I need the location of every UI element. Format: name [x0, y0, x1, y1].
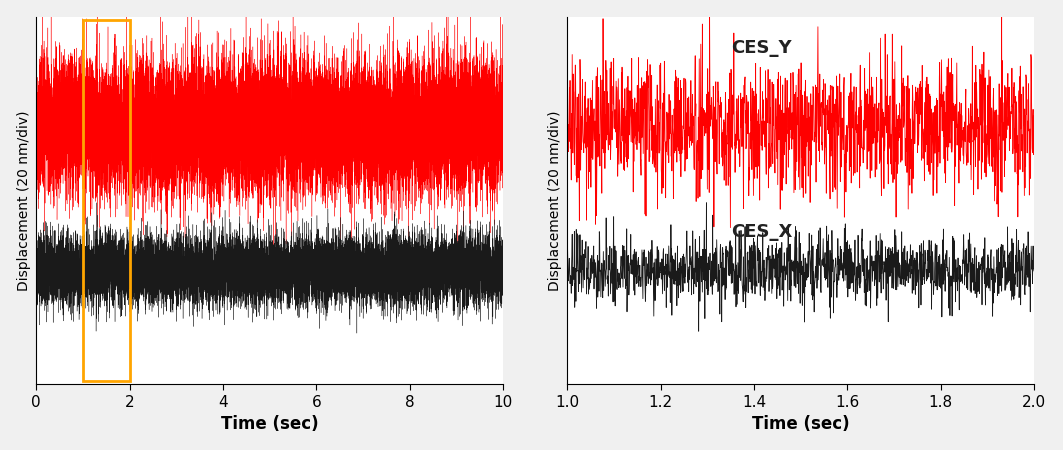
Y-axis label: Displacement (20 nm/div): Displacement (20 nm/div) — [17, 110, 31, 291]
Y-axis label: Displacement (20 nm/div): Displacement (20 nm/div) — [547, 110, 561, 291]
X-axis label: Time (sec): Time (sec) — [752, 415, 849, 433]
Text: CES_X: CES_X — [730, 223, 792, 241]
X-axis label: Time (sec): Time (sec) — [221, 415, 319, 433]
Bar — [83, 20, 130, 381]
Text: CES_Y: CES_Y — [730, 39, 791, 57]
